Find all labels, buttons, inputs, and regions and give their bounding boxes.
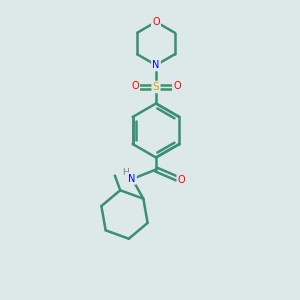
Text: N: N	[128, 173, 136, 184]
Text: O: O	[152, 17, 160, 27]
Text: N: N	[152, 60, 160, 70]
Text: O: O	[131, 81, 139, 92]
Text: O: O	[178, 175, 185, 185]
Text: H: H	[122, 168, 128, 177]
Text: S: S	[153, 82, 159, 92]
Text: O: O	[173, 81, 181, 92]
